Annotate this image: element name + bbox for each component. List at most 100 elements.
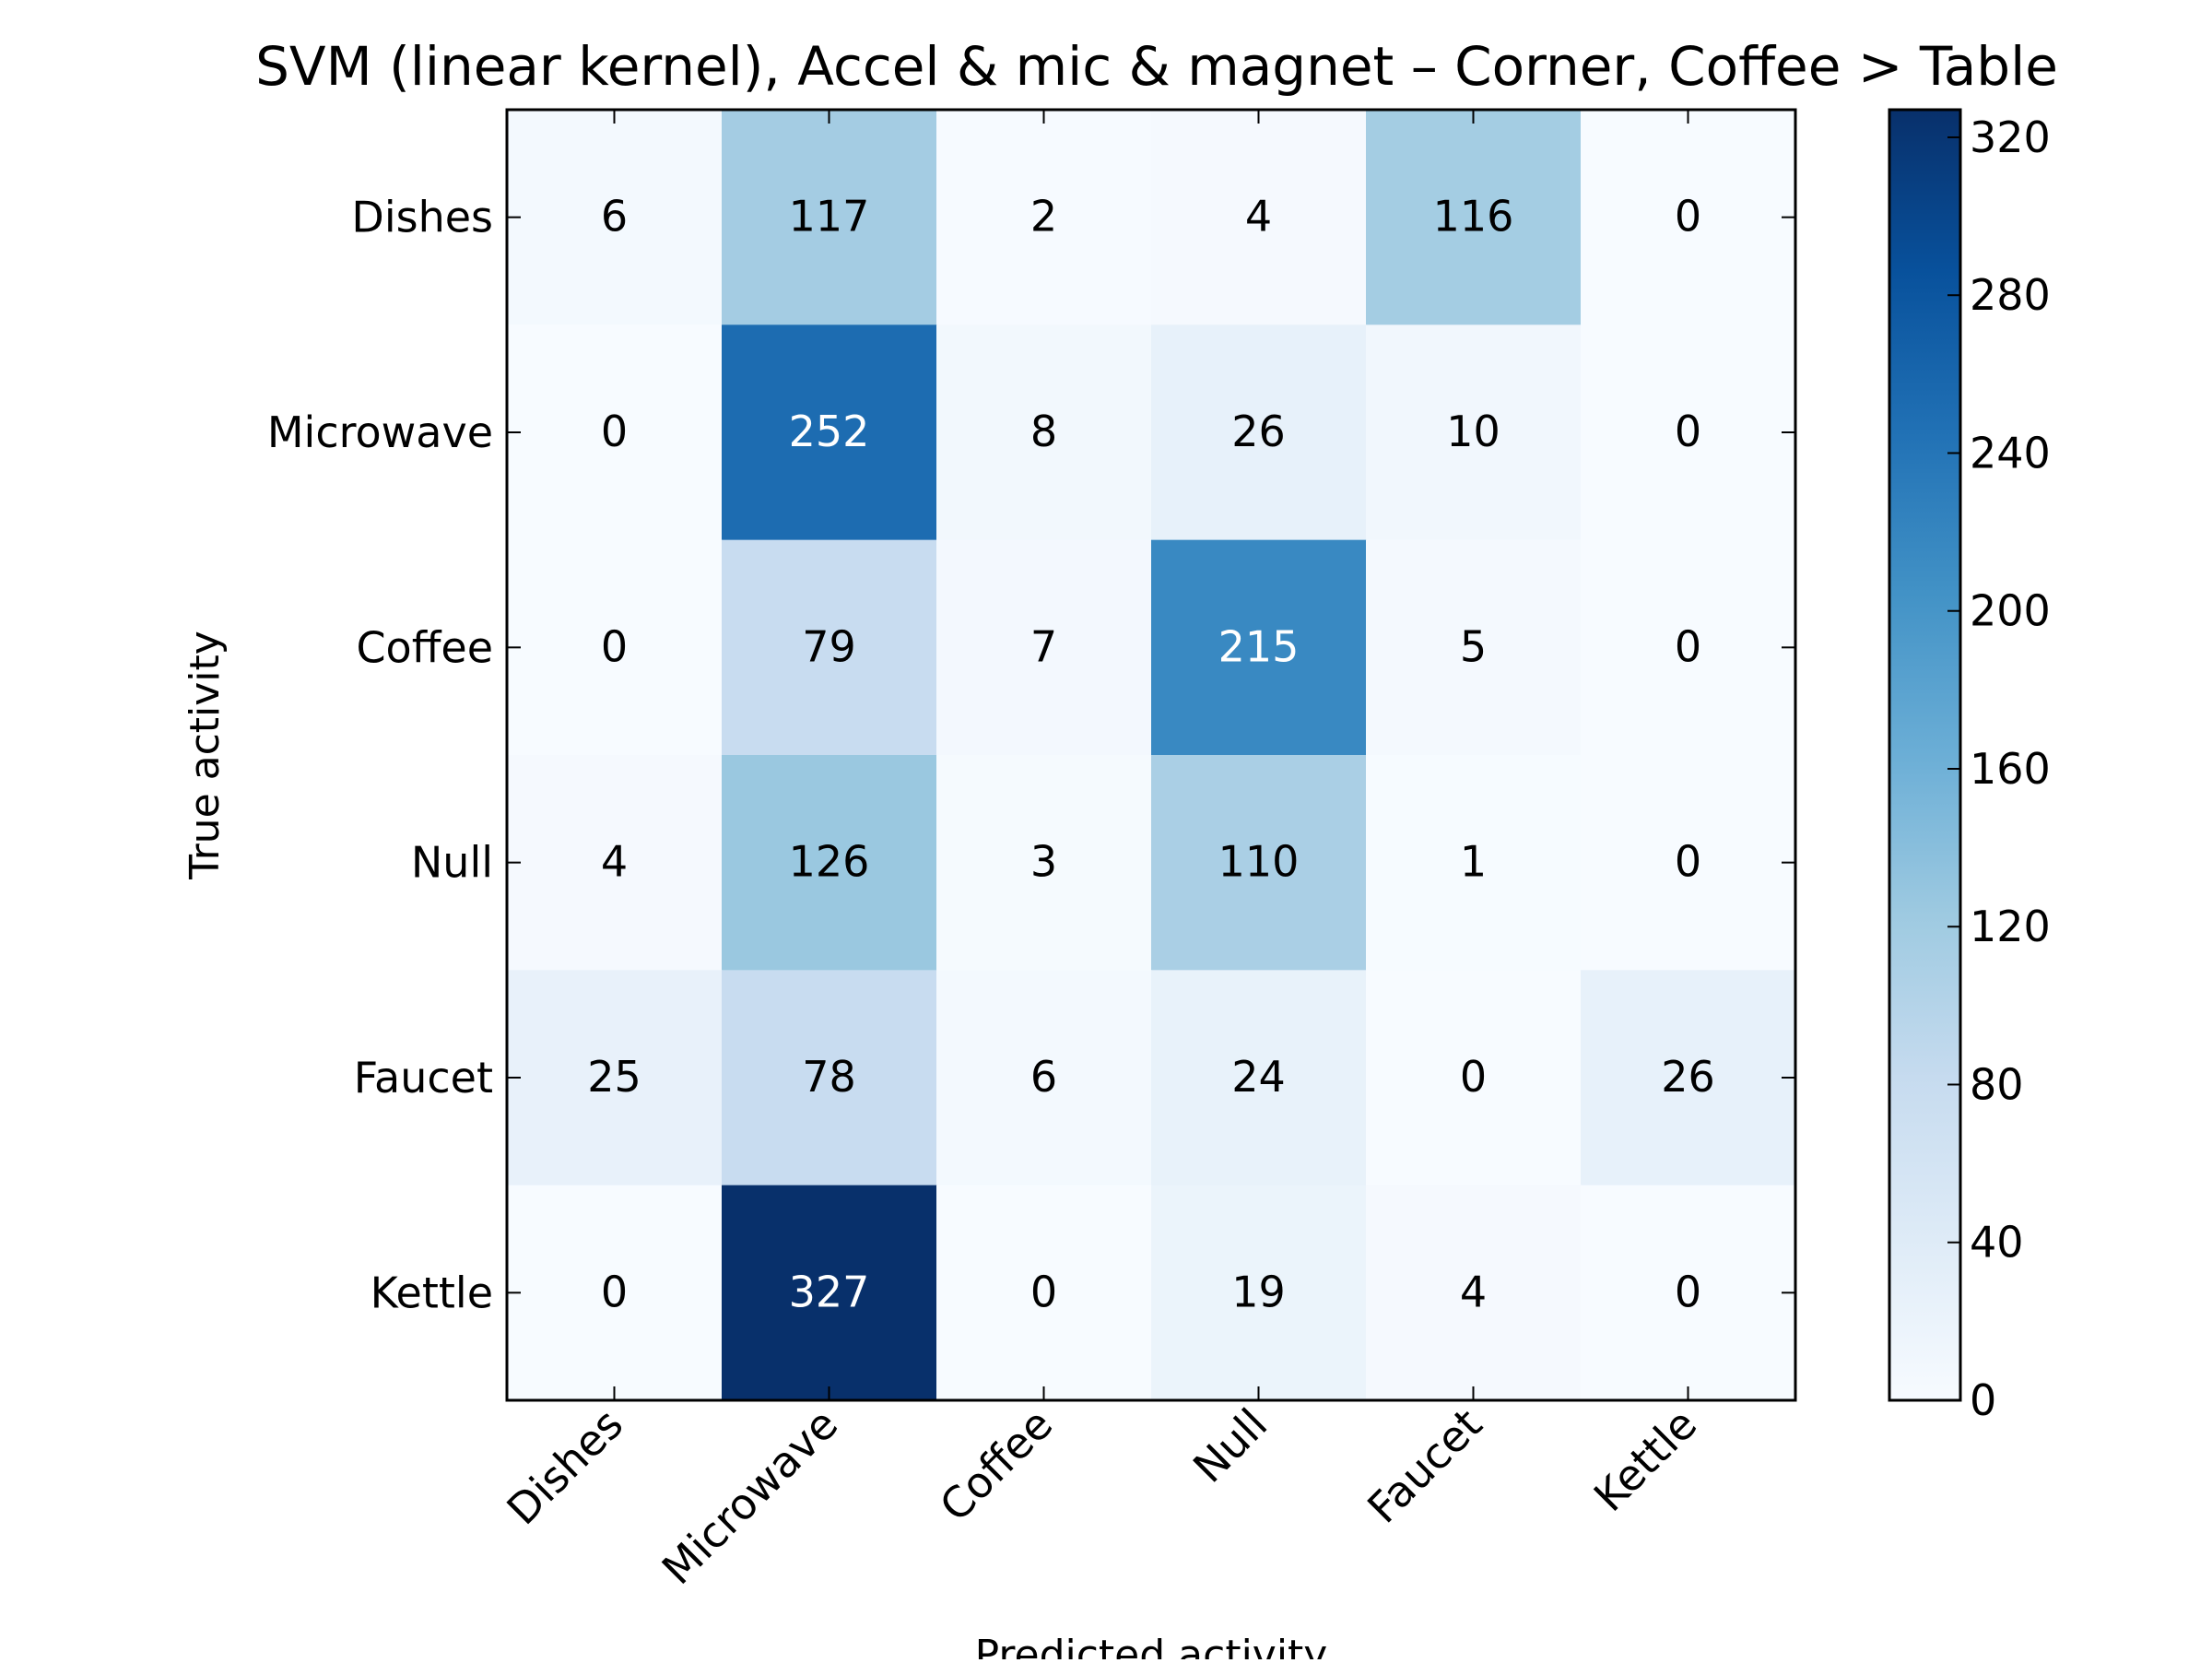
cell-value-label: 0 (601, 621, 628, 671)
heatmap-cell (1366, 970, 1582, 1186)
cell-value-label: 4 (1460, 1267, 1487, 1316)
y-tick-label: Coffee (356, 622, 493, 672)
heatmap-cell (722, 324, 937, 541)
cell-value-label: 0 (1460, 1052, 1487, 1102)
heatmap-cell (722, 1185, 937, 1401)
y-tick-label: Microwave (267, 407, 493, 457)
heatmap-cell (1151, 754, 1367, 971)
cell-value-label: 26 (1231, 407, 1286, 456)
x-tick-label: Microwave (653, 1399, 848, 1595)
colorbar-tick-label: 40 (1970, 1218, 2024, 1268)
heatmap-cell (1581, 324, 1796, 541)
x-tick-label: Kettle (1584, 1399, 1706, 1521)
y-tick-label: Kettle (371, 1268, 493, 1317)
x-tick-label: Faucet (1358, 1399, 1491, 1533)
heatmap-cell (507, 539, 723, 756)
colorbar-tick-label: 320 (1970, 112, 2051, 162)
heatmap-cell (936, 110, 1152, 325)
y-tick-label: Null (411, 838, 493, 888)
heatmap-cell (936, 970, 1152, 1186)
cell-value-label: 117 (789, 192, 870, 242)
colorbar-ticks: 0 40 80 120 160 200 240 280 320 (1947, 112, 2051, 1425)
heatmap-cell (1366, 324, 1582, 541)
cell-value-label: 5 (1460, 621, 1487, 671)
y-tick-label: Dishes (351, 193, 493, 242)
cell-value-label: 4 (1245, 192, 1272, 242)
colorbar-tick-label: 200 (1970, 586, 2051, 636)
heatmap-cell (1366, 1185, 1582, 1401)
heatmap-cell (1151, 1185, 1367, 1401)
heatmap-cell (507, 110, 723, 325)
colorbar-tick-label: 160 (1970, 744, 2051, 794)
cell-value-label: 327 (789, 1267, 870, 1316)
cell-value-label: 6 (1030, 1052, 1057, 1102)
cell-value-label: 19 (1231, 1267, 1286, 1316)
cell-value-label: 110 (1218, 837, 1300, 887)
heatmap-cell (722, 110, 937, 325)
cell-value-label: 4 (601, 837, 628, 887)
cell-value-label: 252 (789, 407, 870, 456)
cell-value-label: 6 (601, 192, 628, 242)
colorbar-tick-label: 280 (1970, 270, 2051, 320)
heatmap-cell (1581, 539, 1796, 756)
x-tick-label: Dishes (497, 1399, 632, 1535)
x-tick-label: Null (1183, 1399, 1277, 1492)
heatmap-cell (722, 970, 937, 1186)
heatmap-cell (1581, 110, 1796, 325)
heatmap-cell (936, 324, 1152, 541)
cell-value-label: 8 (1030, 407, 1057, 456)
cell-value-label: 0 (601, 1267, 628, 1316)
x-tick-label: Coffee (930, 1399, 1062, 1531)
cell-value-label: 0 (1675, 837, 1701, 887)
heatmap-cell (722, 539, 937, 756)
cell-value-label: 1 (1460, 837, 1487, 887)
heatmap-cell (1151, 970, 1367, 1186)
heatmap-cell (507, 324, 723, 541)
heatmap-cell (936, 539, 1152, 756)
heatmap-cell (507, 970, 723, 1186)
heatmap-cell (1151, 324, 1367, 541)
cell-value-label: 0 (1675, 621, 1701, 671)
cell-value-label: 78 (802, 1052, 856, 1102)
colorbar-tick-label: 240 (1970, 428, 2051, 478)
cell-value-label: 0 (1675, 407, 1701, 456)
cell-value-label: 0 (1030, 1267, 1057, 1316)
cell-value-label: 116 (1433, 192, 1514, 242)
x-axis-label: Predicted activity (975, 1632, 1328, 1659)
cell-value-label: 3 (1030, 837, 1057, 887)
cell-value-label: 24 (1231, 1052, 1286, 1102)
cell-value-label: 2 (1030, 192, 1057, 242)
cell-value-label: 0 (1675, 1267, 1701, 1316)
heatmap-cells (507, 110, 1796, 1401)
cell-value-label: 215 (1218, 621, 1300, 671)
colorbar (1888, 108, 1962, 1402)
heatmap-cell (1366, 110, 1582, 325)
cell-value-label: 0 (601, 407, 628, 456)
heatmap-cell (722, 754, 937, 971)
y-axis-label: True activity (182, 631, 229, 880)
heatmap-cell (936, 754, 1152, 971)
cell-value-label: 0 (1675, 192, 1701, 242)
heatmap-cell (1581, 754, 1796, 971)
heatmap-cell (507, 754, 723, 971)
cell-value-label: 79 (802, 621, 856, 671)
heatmap-cell (1366, 539, 1582, 756)
colorbar-tick-label: 120 (1970, 902, 2051, 951)
cell-value-label: 25 (587, 1052, 641, 1102)
chart-title: SVM (linear kernel), Accel & mic & magne… (255, 35, 2058, 98)
heatmap-cell (1151, 110, 1367, 325)
colorbar-tick-label: 80 (1970, 1059, 2024, 1109)
heatmap-cell (1581, 1185, 1796, 1401)
plot-frame (505, 108, 1797, 1402)
cell-value-labels: 6 117 2 4 116 00 252 8 26 10 00 79 7 215 5 04 126 3 110 1 02… (587, 192, 1715, 1317)
cell-value-label: 126 (789, 837, 870, 887)
heatmap-cell (507, 1185, 723, 1401)
cell-value-label: 7 (1030, 621, 1057, 671)
colorbar-tick-label: 0 (1970, 1375, 1996, 1425)
cell-value-label: 26 (1661, 1052, 1715, 1102)
heatmap-cell (1151, 539, 1367, 756)
y-tick-label: Faucet (354, 1053, 493, 1103)
heatmap-cell (1366, 754, 1582, 971)
heatmap-cell (936, 1185, 1152, 1401)
